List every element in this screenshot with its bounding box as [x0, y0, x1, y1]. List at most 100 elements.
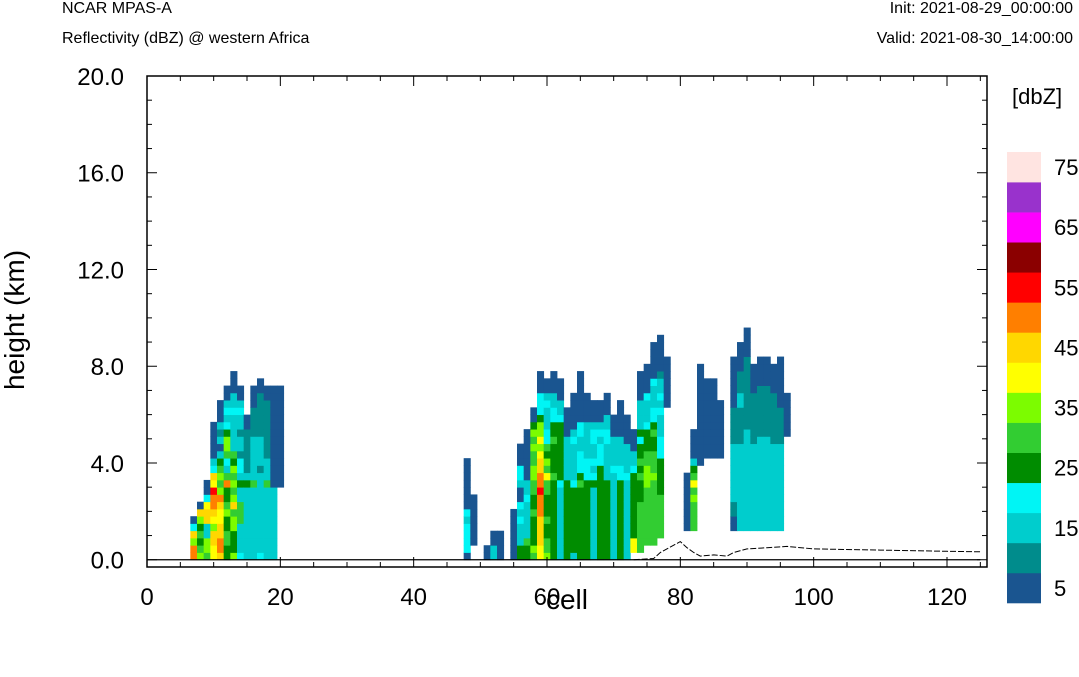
reflectivity-cell: [623, 545, 631, 553]
reflectivity-cell: [637, 414, 645, 423]
reflectivity-cell: [617, 487, 625, 495]
reflectivity-cell: [217, 487, 225, 495]
reflectivity-cell: [623, 508, 631, 517]
reflectivity-cell: [650, 407, 658, 416]
reflectivity-cell: [223, 472, 231, 481]
reflectivity-cell: [577, 508, 585, 517]
reflectivity-cell: [703, 407, 711, 416]
reflectivity-cell: [190, 530, 198, 539]
reflectivity-cell: [543, 508, 551, 517]
reflectivity-cell: [237, 414, 245, 423]
reflectivity-cell: [517, 537, 525, 546]
reflectivity-cell: [510, 530, 518, 539]
reflectivity-cell: [577, 501, 585, 510]
reflectivity-cell: [250, 530, 258, 539]
colorbar-label: 75: [1054, 155, 1078, 180]
reflectivity-cell: [743, 523, 751, 532]
reflectivity-cell: [250, 523, 258, 532]
reflectivity-cell: [710, 436, 718, 445]
reflectivity-cell: [603, 479, 611, 488]
reflectivity-cell: [697, 385, 705, 394]
reflectivity-cell: [263, 458, 271, 466]
reflectivity-cell: [770, 421, 778, 430]
reflectivity-cell: [730, 392, 738, 401]
reflectivity-cell: [623, 472, 631, 481]
reflectivity-cell: [590, 414, 598, 423]
reflectivity-cell: [277, 421, 285, 430]
reflectivity-cell: [577, 392, 585, 401]
reflectivity-cell: [517, 516, 525, 524]
reflectivity-cell: [563, 443, 571, 452]
reflectivity-cell: [577, 516, 585, 524]
reflectivity-cell: [757, 494, 765, 503]
reflectivity-cell: [690, 443, 698, 452]
reflectivity-cell: [543, 458, 551, 466]
reflectivity-cell: [223, 487, 231, 495]
reflectivity-cell: [530, 523, 538, 532]
reflectivity-cell: [783, 429, 791, 437]
reflectivity-cell: [230, 385, 238, 394]
reflectivity-cell: [523, 429, 531, 437]
reflectivity-cell: [277, 443, 285, 452]
reflectivity-cell: [223, 414, 231, 423]
reflectivity-cell: [210, 501, 218, 510]
reflectivity-cell: [523, 472, 531, 481]
reflectivity-cell: [623, 436, 631, 445]
reflectivity-cell: [770, 443, 778, 452]
reflectivity-cell: [583, 472, 591, 481]
reflectivity-cell: [690, 450, 698, 459]
x-tick-label: 100: [794, 584, 834, 611]
reflectivity-cell: [617, 508, 625, 517]
colorbar-swatch: [1007, 332, 1041, 363]
reflectivity-cell: [763, 385, 771, 394]
reflectivity-cell: [763, 443, 771, 452]
reflectivity-cell: [270, 414, 278, 423]
x-tick-label: 60: [534, 584, 561, 611]
reflectivity-cell: [690, 501, 698, 510]
reflectivity-cell: [270, 479, 278, 488]
reflectivity-cell: [650, 530, 658, 539]
reflectivity-cell: [563, 458, 571, 466]
reflectivity-cell: [697, 443, 705, 452]
reflectivity-cell: [197, 508, 205, 517]
reflectivity-cell: [223, 421, 231, 430]
reflectivity-cell: [770, 487, 778, 495]
reflectivity-cell: [557, 501, 565, 510]
reflectivity-cell: [223, 450, 231, 459]
reflectivity-cell: [570, 501, 578, 510]
reflectivity-cell: [577, 537, 585, 546]
reflectivity-cell: [203, 501, 211, 510]
reflectivity-cell: [230, 414, 238, 423]
reflectivity-cell: [737, 342, 745, 350]
reflectivity-cell: [610, 508, 618, 517]
reflectivity-cell: [617, 414, 625, 423]
reflectivity-cell: [597, 472, 605, 481]
reflectivity-cell: [643, 400, 651, 408]
reflectivity-cell: [590, 537, 598, 546]
reflectivity-cell: [750, 363, 758, 372]
reflectivity-cell: [570, 443, 578, 452]
reflectivity-cell: [630, 429, 638, 437]
reflectivity-cell: [623, 458, 631, 466]
reflectivity-cell: [557, 392, 565, 401]
reflectivity-cell: [210, 552, 218, 561]
reflectivity-cell: [743, 342, 751, 350]
reflectivity-cell: [777, 371, 785, 379]
reflectivity-cell: [717, 450, 725, 459]
reflectivity-cell: [550, 537, 558, 546]
reflectivity-cell: [243, 458, 251, 466]
reflectivity-cell: [750, 516, 758, 524]
reflectivity-cell: [630, 443, 638, 452]
reflectivity-cell: [617, 545, 625, 553]
reflectivity-cell: [497, 545, 505, 553]
reflectivity-cell: [223, 436, 231, 445]
reflectivity-cell: [537, 494, 545, 503]
reflectivity-cell: [537, 516, 545, 524]
reflectivity-cell: [650, 414, 658, 423]
colorbar-label: 25: [1054, 456, 1078, 481]
reflectivity-cell: [563, 508, 571, 517]
reflectivity-cell: [630, 458, 638, 466]
reflectivity-cell: [517, 450, 525, 459]
reflectivity-cell: [743, 378, 751, 386]
reflectivity-cell: [543, 407, 551, 416]
